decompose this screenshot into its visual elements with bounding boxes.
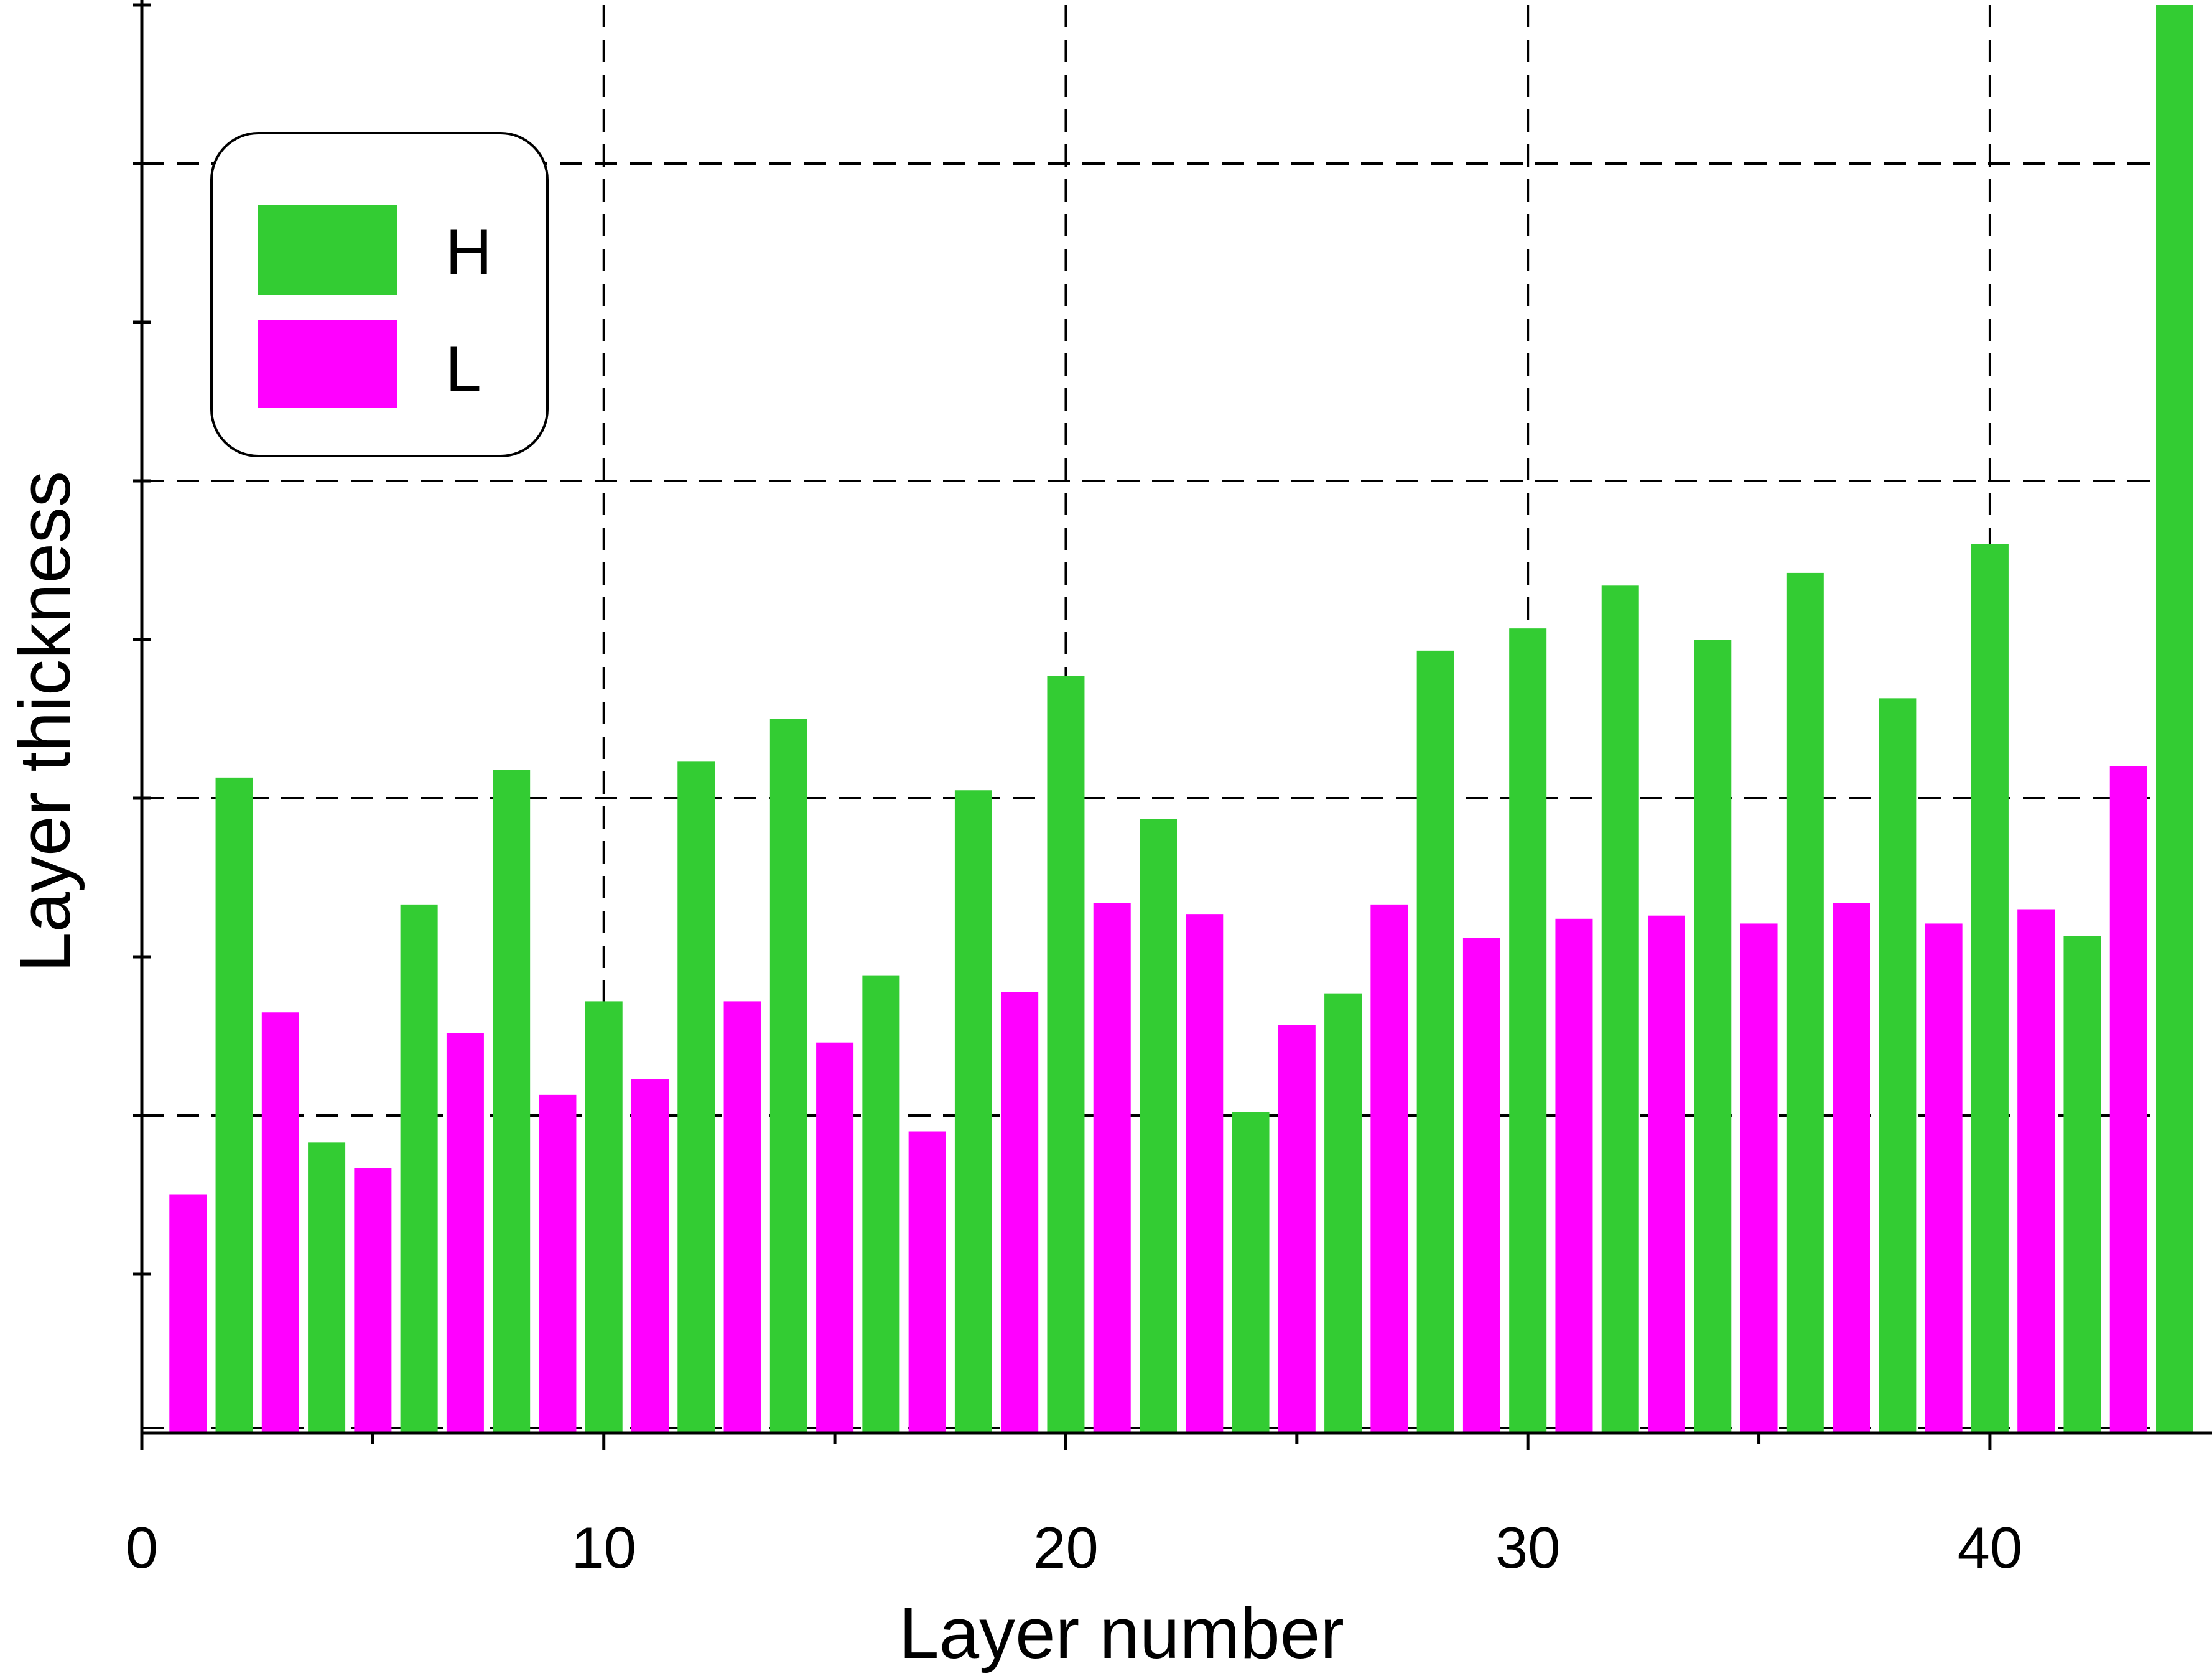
bar-h (1416, 650, 1454, 1433)
x-tick-labels: 0 10 20 30 40 (126, 1515, 2022, 1580)
bar-l (816, 1042, 854, 1433)
x-tick-label: 40 (1958, 1515, 2023, 1580)
bar-h (493, 770, 531, 1433)
bar-h (1509, 628, 1547, 1433)
bar-h (862, 975, 900, 1433)
legend-swatch-l (258, 320, 397, 408)
x-tick-label: 30 (1495, 1515, 1561, 1580)
bar-l (1186, 914, 1224, 1433)
bar-h (1601, 585, 1639, 1433)
bar-h (954, 790, 992, 1433)
x-tick-label: 20 (1033, 1515, 1099, 1580)
bar-l (1001, 992, 1039, 1433)
bar-l (1093, 903, 1131, 1433)
bar-l (2109, 766, 2147, 1433)
bar-l (1370, 904, 1408, 1433)
bar-h (1324, 993, 1362, 1433)
bar-l (1278, 1025, 1316, 1433)
legend-label-l: L (445, 333, 481, 405)
y-axis-title: Layer thickness (4, 471, 85, 972)
legend-label-h: H (445, 216, 492, 288)
bars (169, 5, 2193, 1433)
bar-l (1740, 923, 1778, 1433)
x-tick-label: 10 (571, 1515, 636, 1580)
bar-l (261, 1012, 299, 1433)
bar-h (1786, 572, 1824, 1433)
bar-l (723, 1001, 761, 1433)
bar-l (1833, 903, 1870, 1433)
bar-h (1047, 676, 1085, 1433)
bar-l (1925, 923, 1963, 1433)
bar-l (169, 1194, 207, 1433)
bar-h (1232, 1112, 1270, 1433)
bar-h (215, 777, 253, 1433)
bar-h (308, 1142, 346, 1433)
bar-l (1648, 915, 1685, 1433)
bar-h (2063, 936, 2101, 1433)
bar-h (400, 904, 438, 1433)
legend-swatch-h (258, 205, 397, 295)
bar-l (354, 1168, 392, 1433)
bar-l (539, 1094, 577, 1433)
bar-l (1462, 938, 1500, 1433)
bar-h (677, 761, 715, 1433)
bar-l (908, 1131, 946, 1433)
bar-l (631, 1079, 669, 1433)
bar-h (1879, 698, 1917, 1433)
bar-l (2017, 909, 2055, 1433)
bar-h (769, 719, 807, 1433)
bar-l (446, 1033, 484, 1433)
bar-h (1140, 819, 1177, 1433)
bar-h (1694, 640, 1732, 1433)
x-axis-title: Layer number (899, 1593, 1344, 1674)
bar-l (1555, 918, 1593, 1433)
axes (133, 0, 2212, 1450)
legend: H L (210, 132, 549, 457)
bar-h (585, 1001, 623, 1433)
x-tick-label: 0 (126, 1515, 158, 1580)
bar-h (1971, 544, 2009, 1433)
bar-h (2156, 5, 2193, 1433)
